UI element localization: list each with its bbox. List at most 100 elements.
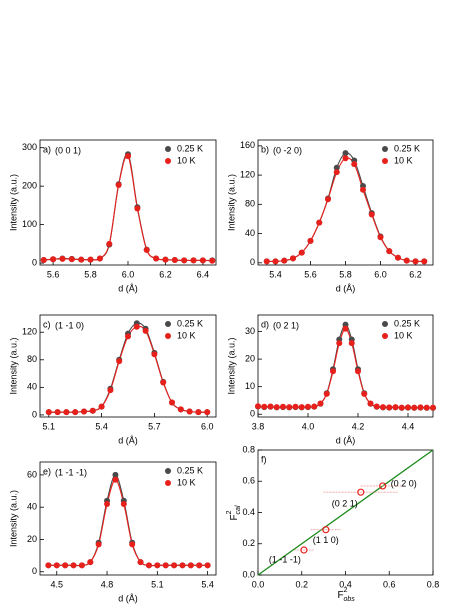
data-point <box>160 379 167 386</box>
data-point <box>171 257 178 263</box>
data-point <box>280 403 286 410</box>
panel-label: b) <box>261 144 269 154</box>
data-point <box>386 404 393 411</box>
y-tick-label: 0 <box>32 257 37 267</box>
legend-label: 10 K <box>394 155 413 165</box>
data-point <box>125 153 131 160</box>
plot-frame <box>39 314 217 418</box>
data-point <box>133 323 140 330</box>
data-point <box>62 562 69 569</box>
x-axis-label: d (Å) <box>118 435 138 445</box>
data-point <box>112 476 119 483</box>
data-point <box>421 258 428 265</box>
data-point <box>95 541 102 548</box>
x-tick-label: 5.1 <box>151 579 164 589</box>
data-point <box>68 256 75 263</box>
point-label: (0 2 0) <box>391 478 417 488</box>
reflection-label: (0 0 1) <box>55 145 81 155</box>
x-tick-label: 6.0 <box>122 269 135 279</box>
fit-line <box>257 328 434 409</box>
panel-label: c) <box>43 319 51 329</box>
x-tick-label: 0.8 <box>427 579 440 589</box>
data-point <box>151 351 158 358</box>
y-tick-label: 120 <box>240 169 255 179</box>
y-axis-label: Intensity (a.u.) <box>226 337 236 394</box>
data-point <box>137 559 144 566</box>
y-tick-label: 30 <box>245 326 255 336</box>
x-tick-label: 4.2 <box>352 421 365 431</box>
data-point <box>87 256 94 263</box>
data-point <box>181 257 188 264</box>
data-point <box>190 257 197 264</box>
legend-marker <box>165 468 171 474</box>
data-point <box>281 257 288 264</box>
data-point <box>412 258 419 265</box>
point-label: (1 -1 -1) <box>269 554 301 564</box>
data-point <box>325 196 331 203</box>
data-point <box>272 258 279 265</box>
legend-label: 0.25 K <box>177 465 203 475</box>
data-point <box>298 249 305 256</box>
y-tick-label: 80 <box>27 354 37 364</box>
fit-line <box>43 155 213 262</box>
y-tick-label: 40 <box>27 382 37 392</box>
y-tick-label: 0.8 <box>242 444 255 454</box>
fit-line <box>266 152 425 262</box>
y-tick-label: 0.4 <box>242 507 255 517</box>
data-point <box>177 406 184 413</box>
data-point <box>195 409 202 416</box>
data-point <box>81 408 87 415</box>
data-point <box>154 562 161 569</box>
data-point <box>116 358 123 365</box>
data-point <box>336 340 343 347</box>
y-tick-label: 0.2 <box>242 538 255 548</box>
data-point <box>204 409 211 416</box>
x-tick-label: 0.4 <box>339 579 352 589</box>
data-point <box>186 408 193 415</box>
fit-line <box>43 153 213 261</box>
x-tick-label: 6.4 <box>197 269 210 279</box>
legend-marker <box>165 480 171 486</box>
data-point <box>305 403 311 410</box>
data-point <box>162 256 169 263</box>
legend-marker <box>382 158 388 164</box>
data-point <box>286 404 293 411</box>
y-tick-label: 40 <box>27 502 37 512</box>
reference-line <box>257 449 434 576</box>
data-point <box>169 399 175 406</box>
x-tick-label: 5.7 <box>148 421 161 431</box>
legend-label: 0.25 K <box>394 318 420 328</box>
data-point <box>78 562 85 569</box>
data-point <box>134 205 141 212</box>
data-point <box>267 403 274 410</box>
data-point <box>290 255 296 262</box>
x-tick-label: 5.1 <box>43 421 56 431</box>
data-point <box>45 409 52 416</box>
data-point <box>204 562 211 569</box>
data-point <box>348 340 355 347</box>
legend-marker <box>382 321 388 327</box>
x-tick-label: 0.0 <box>252 579 265 589</box>
panel-label: e) <box>43 466 51 476</box>
axis-label-sub: obs <box>344 596 356 603</box>
data-point <box>342 155 349 162</box>
data-point <box>357 488 365 496</box>
data-point <box>171 562 178 569</box>
data-point <box>403 257 410 264</box>
y-tick-label: 10 <box>245 381 255 391</box>
axis-label: F2 obs <box>338 587 356 603</box>
data-point <box>430 404 436 411</box>
axis-label: F2 cal <box>226 505 242 520</box>
data-point <box>380 404 386 411</box>
x-tick-label: 5.6 <box>47 269 60 279</box>
data-point <box>78 256 85 263</box>
data-point <box>179 562 186 569</box>
x-tick-label: 6.0 <box>374 269 387 279</box>
y-tick-label: 40 <box>245 228 255 238</box>
data-point <box>411 404 418 411</box>
data-point <box>40 257 47 263</box>
legend-label: 10 K <box>177 330 196 340</box>
data-point <box>395 254 401 261</box>
axis-label-sub: cal <box>235 505 242 514</box>
